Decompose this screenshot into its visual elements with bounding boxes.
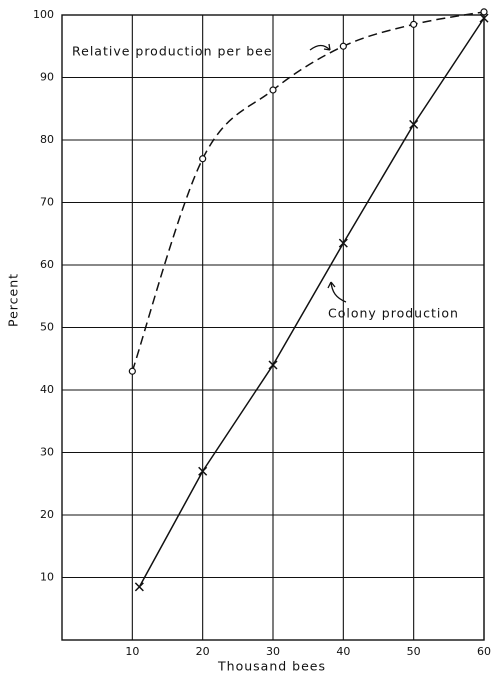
- x-tick-label: 50: [407, 645, 421, 658]
- point-marker: [268, 360, 278, 370]
- point-marker: [134, 582, 144, 592]
- y-tick-label: 90: [40, 71, 54, 84]
- x-tick-label: 10: [125, 645, 139, 658]
- x-tick-label: 40: [336, 645, 350, 658]
- y-axis-label: Percent: [6, 273, 21, 327]
- y-tick-label: 100: [33, 8, 54, 21]
- y-tick-label: 30: [40, 446, 54, 459]
- series-line: [138, 17, 485, 588]
- point-marker: [338, 238, 348, 248]
- point-marker: [410, 20, 418, 28]
- y-tick-label: 70: [40, 196, 54, 209]
- y-tick-label: 80: [40, 133, 54, 146]
- point-marker: [128, 367, 136, 375]
- point-marker: [480, 8, 488, 16]
- x-axis-label: Thousand bees: [217, 659, 326, 674]
- y-tick-label: 20: [40, 508, 54, 521]
- point-marker: [199, 155, 207, 163]
- x-tick-label: 30: [266, 645, 280, 658]
- y-tick-label: 50: [40, 321, 54, 334]
- y-tick-label: 10: [40, 571, 54, 584]
- x-tick-label: 20: [196, 645, 210, 658]
- point-marker: [339, 42, 347, 50]
- y-tick-label: 60: [40, 258, 54, 271]
- point-marker: [269, 86, 277, 94]
- point-marker: [409, 119, 419, 129]
- y-tick-label: 40: [40, 383, 54, 396]
- point-marker: [479, 13, 489, 23]
- annotation: Colony production: [328, 306, 459, 321]
- point-marker: [198, 466, 208, 476]
- x-tick-label: 60: [477, 645, 491, 658]
- annotation: Relative production per bee: [72, 44, 273, 59]
- annotation-arrow: [309, 43, 331, 51]
